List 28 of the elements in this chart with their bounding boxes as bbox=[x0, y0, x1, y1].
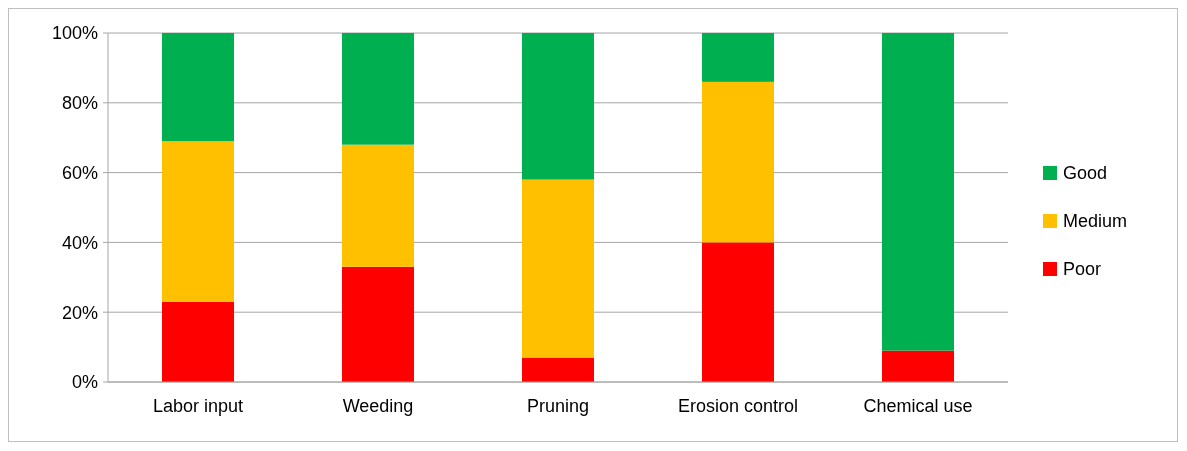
bar bbox=[342, 144, 414, 267]
bar bbox=[162, 301, 234, 382]
x-tick-label: Pruning bbox=[526, 396, 590, 416]
bar bbox=[522, 33, 594, 180]
bar bbox=[162, 141, 234, 302]
bar bbox=[702, 33, 774, 82]
y-tick-label: 0% bbox=[71, 372, 98, 393]
x-tick-label: Labor input bbox=[152, 396, 244, 416]
legend-label: Poor bbox=[1063, 259, 1102, 280]
x-tick-label: Chemical use bbox=[863, 396, 973, 416]
y-tick-label: 100% bbox=[51, 23, 98, 44]
bar bbox=[342, 266, 414, 382]
x-tick-label: Erosion control bbox=[677, 396, 799, 416]
bar bbox=[702, 81, 774, 243]
bar bbox=[882, 350, 954, 382]
bar bbox=[342, 33, 414, 145]
y-tick-label: 80% bbox=[61, 93, 98, 114]
bar bbox=[522, 179, 594, 358]
bar bbox=[882, 33, 954, 351]
x-tick-label: Weeding bbox=[342, 396, 414, 416]
y-tick-label: 40% bbox=[61, 232, 98, 253]
bar bbox=[162, 33, 234, 142]
bar bbox=[522, 357, 594, 382]
y-tick-label: 20% bbox=[61, 302, 98, 323]
y-tick-label: 60% bbox=[61, 162, 98, 183]
legend-label: Medium bbox=[1063, 211, 1128, 232]
legend-label: Good bbox=[1063, 163, 1108, 184]
bar bbox=[702, 242, 774, 382]
